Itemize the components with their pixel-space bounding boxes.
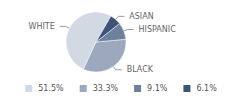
svg-text:51.5%: 51.5% [38,84,64,93]
svg-text:HISPANIC: HISPANIC [139,25,177,34]
svg-text:6.1%: 6.1% [196,84,217,93]
svg-text:33.3%: 33.3% [93,84,119,93]
svg-text:WHITE: WHITE [29,22,55,31]
svg-text:9.1%: 9.1% [147,84,168,93]
svg-text:ASIAN: ASIAN [129,12,153,21]
svg-text:BLACK: BLACK [127,65,154,74]
